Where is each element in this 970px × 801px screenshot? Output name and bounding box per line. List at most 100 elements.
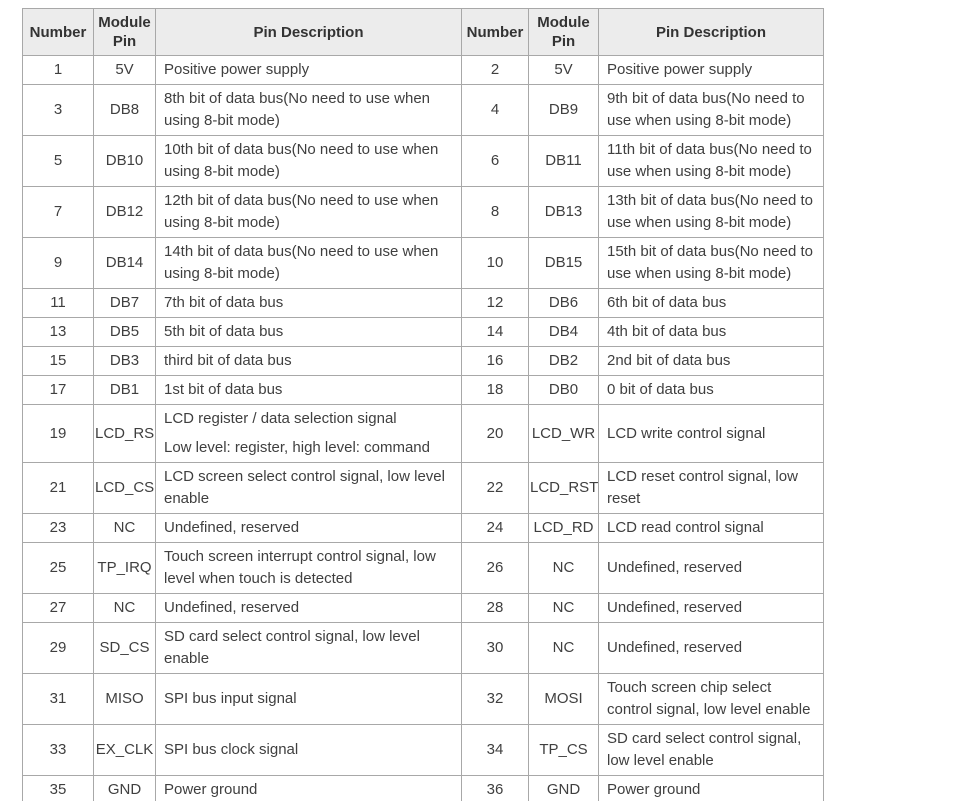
description-line: SPI bus clock signal — [164, 741, 299, 758]
description-line: Low level: register, high level: command — [164, 439, 430, 456]
pin-description-right: 4th bit of data bus — [598, 317, 824, 347]
module-pin-left: 5V — [93, 55, 156, 85]
table-row: 15 DB3 third bit of data bus 16 DB2 2nd … — [22, 346, 824, 376]
description-line: Positive power supply — [607, 61, 753, 78]
pin-description-left: SD card select control signal, low level… — [155, 622, 462, 674]
table-row: 3 DB8 8th bit of data bus(No need to use… — [22, 84, 824, 136]
description-line: 0 bit of data bus — [607, 381, 714, 398]
description-line: Undefined, reserved — [164, 519, 300, 536]
pin-number-left: 1 — [22, 55, 94, 85]
pin-description-right: LCD reset control signal, low reset — [598, 462, 824, 514]
description-line: 1st bit of data bus — [164, 381, 283, 398]
description-line: Undefined, reserved — [164, 599, 300, 616]
description-line: 12th bit of data bus(No need to use when… — [164, 192, 439, 231]
table-row: 11 DB7 7th bit of data bus 12 DB6 6th bi… — [22, 288, 824, 318]
pin-number-right: 6 — [461, 135, 529, 187]
pin-description-left: 14th bit of data bus(No need to use when… — [155, 237, 462, 289]
description-line: LCD reset control signal, low reset — [607, 468, 798, 507]
pin-description-right: 2nd bit of data bus — [598, 346, 824, 376]
pin-number-right: 20 — [461, 404, 529, 463]
module-pin-right: DB9 — [528, 84, 599, 136]
module-pin-left: DB3 — [93, 346, 156, 376]
pin-number-left: 15 — [22, 346, 94, 376]
pin-number-left: 33 — [22, 724, 94, 776]
module-pin-left: DB12 — [93, 186, 156, 238]
module-pin-right: DB11 — [528, 135, 599, 187]
module-pin-right: NC — [528, 542, 599, 594]
module-pin-left: DB10 — [93, 135, 156, 187]
description-line: Undefined, reserved — [607, 599, 743, 616]
pin-number-left: 7 — [22, 186, 94, 238]
pin-number-right: 26 — [461, 542, 529, 594]
description-line: 10th bit of data bus(No need to use when… — [164, 141, 439, 180]
module-pin-left: MISO — [93, 673, 156, 725]
pin-description-left: LCD register / data selection signal Low … — [155, 404, 462, 463]
module-pin-right: DB4 — [528, 317, 599, 347]
table-row: 25 TP_IRQ Touch screen interrupt control… — [22, 542, 824, 594]
module-pin-right: DB15 — [528, 237, 599, 289]
pin-description-left: SPI bus clock signal — [155, 724, 462, 776]
pin-number-left: 35 — [22, 775, 94, 801]
module-pin-right: DB13 — [528, 186, 599, 238]
pin-number-left: 19 — [22, 404, 94, 463]
description-line: 7th bit of data bus — [164, 294, 284, 311]
pin-description-left: Undefined, reserved — [155, 593, 462, 623]
pin-description-left: LCD screen select control signal, low le… — [155, 462, 462, 514]
description-line: 6th bit of data bus — [607, 294, 727, 311]
module-pin-left: GND — [93, 775, 156, 801]
pin-number-left: 23 — [22, 513, 94, 543]
pin-description-right: 15th bit of data bus(No need to use when… — [598, 237, 824, 289]
module-pin-left: DB5 — [93, 317, 156, 347]
table-row: 29 SD_CS SD card select control signal, … — [22, 622, 824, 674]
table-row: 9 DB14 14th bit of data bus(No need to u… — [22, 237, 824, 289]
table-row: 1 5V Positive power supply 2 5V Positive… — [22, 55, 824, 85]
module-pin-right: TP_CS — [528, 724, 599, 776]
description-line: 13th bit of data bus(No need to use when… — [607, 192, 813, 231]
pin-description-left: 8th bit of data bus(No need to use when … — [155, 84, 462, 136]
pin-number-right: 28 — [461, 593, 529, 623]
description-line: Positive power supply — [164, 61, 310, 78]
module-pin-right: LCD_WR — [528, 404, 599, 463]
module-pin-left: NC — [93, 513, 156, 543]
table-row: 7 DB12 12th bit of data bus(No need to u… — [22, 186, 824, 238]
pin-number-right: 34 — [461, 724, 529, 776]
pin-number-right: 24 — [461, 513, 529, 543]
pin-description-left: Undefined, reserved — [155, 513, 462, 543]
pin-description-right: Undefined, reserved — [598, 622, 824, 674]
col-header-module-pin-right: Module Pin — [528, 8, 599, 56]
pin-description-left: 7th bit of data bus — [155, 288, 462, 318]
description-line: Power ground — [607, 781, 701, 798]
pin-description-left: 12th bit of data bus(No need to use when… — [155, 186, 462, 238]
table-row: 13 DB5 5th bit of data bus 14 DB4 4th bi… — [22, 317, 824, 347]
pin-description-right: Power ground — [598, 775, 824, 801]
pin-number-right: 4 — [461, 84, 529, 136]
pin-number-left: 21 — [22, 462, 94, 514]
pin-number-left: 13 — [22, 317, 94, 347]
module-pin-left: EX_CLK — [93, 724, 156, 776]
table-row: 5 DB10 10th bit of data bus(No need to u… — [22, 135, 824, 187]
pin-description-right: Positive power supply — [598, 55, 824, 85]
table-row: 19 LCD_RS LCD register / data selection … — [22, 404, 824, 463]
pin-number-right: 16 — [461, 346, 529, 376]
pin-number-right: 36 — [461, 775, 529, 801]
description-line: Power ground — [164, 781, 258, 798]
pin-number-left: 27 — [22, 593, 94, 623]
pin-description-left: third bit of data bus — [155, 346, 462, 376]
description-line: LCD screen select control signal, low le… — [164, 468, 445, 507]
module-pin-left: DB7 — [93, 288, 156, 318]
description-line: SPI bus input signal — [164, 690, 297, 707]
description-line: Undefined, reserved — [607, 559, 743, 576]
module-pin-right: NC — [528, 622, 599, 674]
pin-description-right: Touch screen chip select control signal,… — [598, 673, 824, 725]
description-line: 15th bit of data bus(No need to use when… — [607, 243, 813, 282]
col-header-pin-description-right: Pin Description — [598, 8, 824, 56]
table-row: 35 GND Power ground 36 GND Power ground — [22, 775, 824, 801]
description-line: third bit of data bus — [164, 352, 292, 369]
module-pin-right: LCD_RST — [528, 462, 599, 514]
pin-number-right: 32 — [461, 673, 529, 725]
module-pin-right: NC — [528, 593, 599, 623]
col-header-number-right: Number — [461, 8, 529, 56]
module-pin-right: MOSI — [528, 673, 599, 725]
module-pin-right: DB0 — [528, 375, 599, 405]
pin-description-right: SD card select control signal, low level… — [598, 724, 824, 776]
